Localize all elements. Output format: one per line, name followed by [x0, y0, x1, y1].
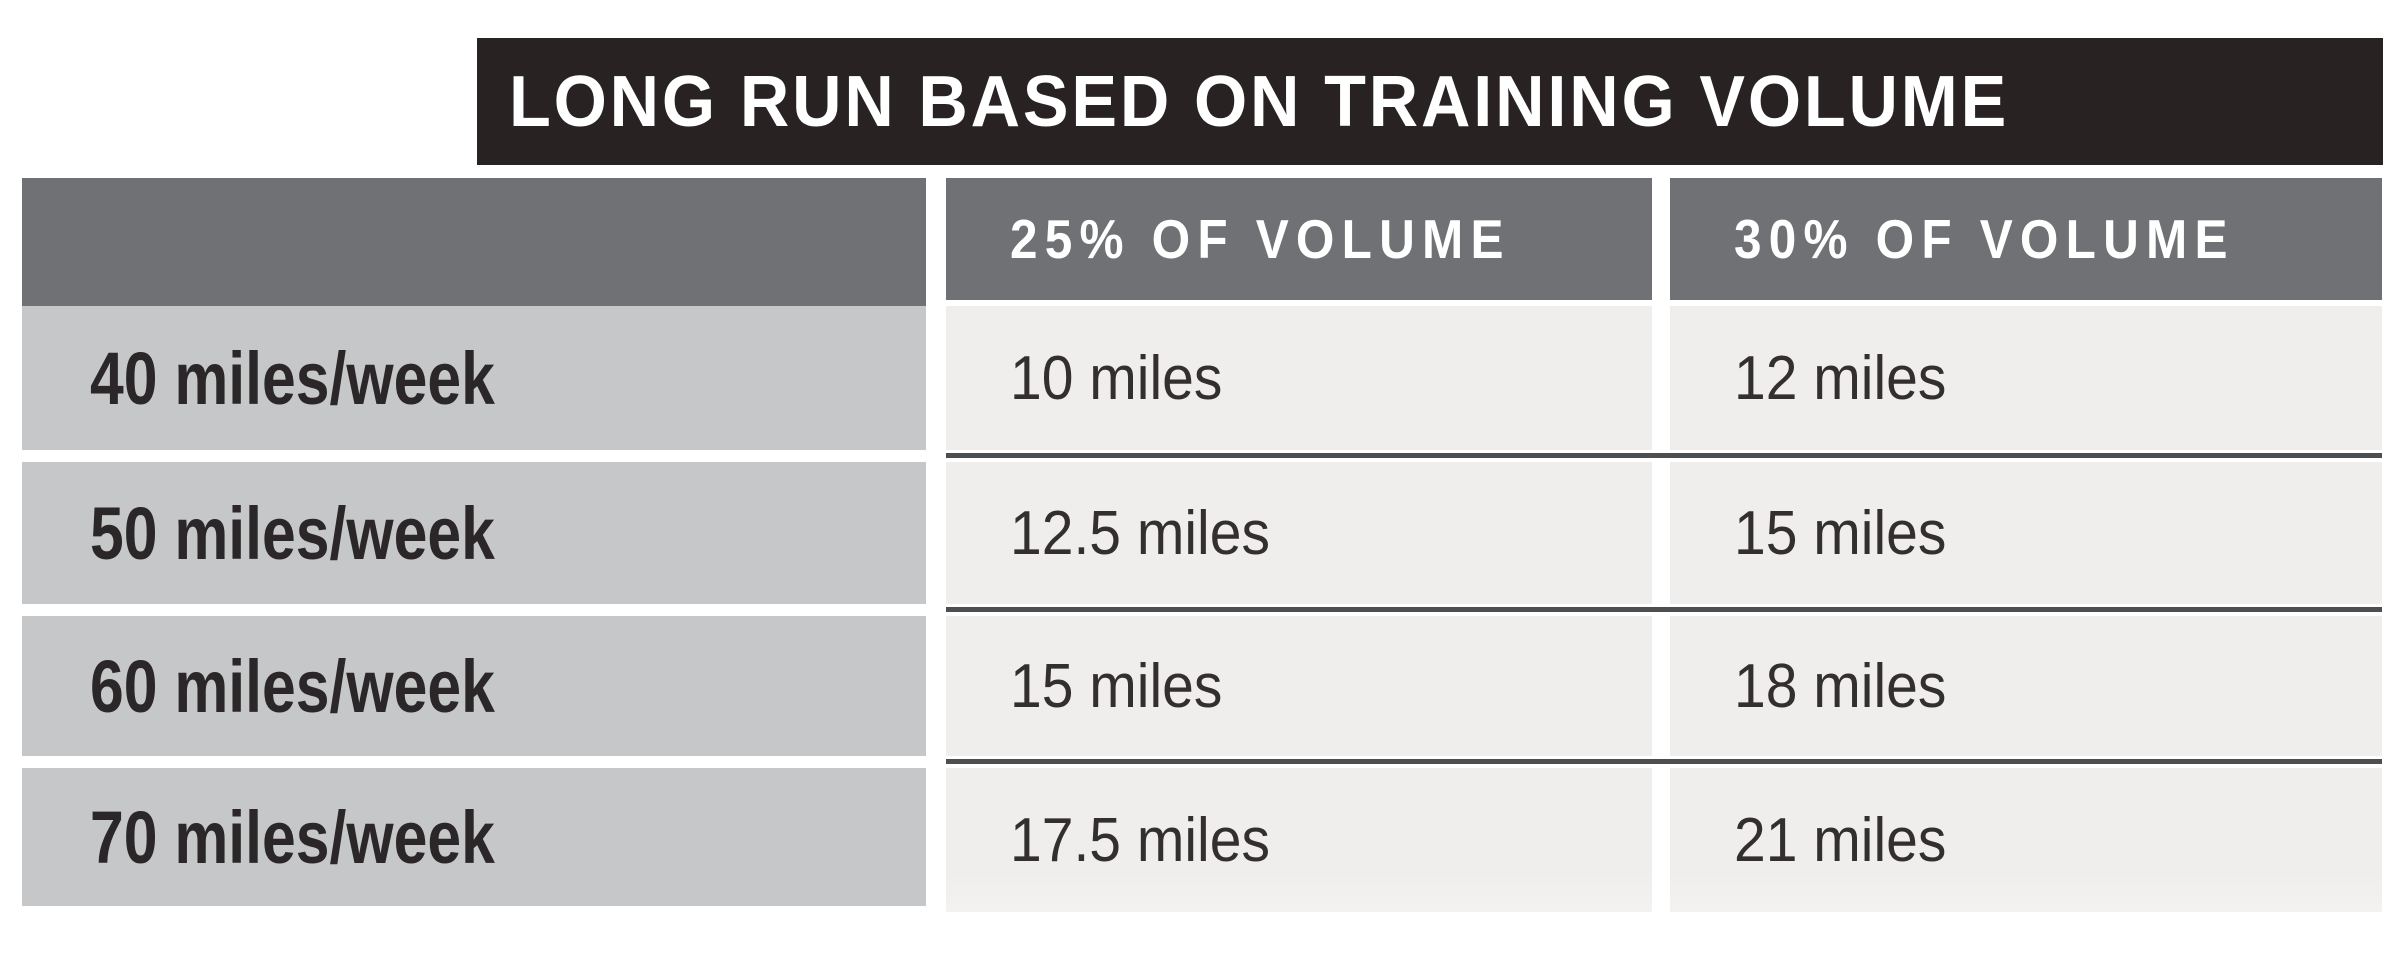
- row-label-text: 70 miles/week: [90, 795, 495, 879]
- row-label-70-miles-week: 70 miles/week: [22, 768, 926, 906]
- title-bar: LONG RUN BASED ON TRAINING VOLUME: [477, 38, 2383, 165]
- row-label-text: 50 miles/week: [90, 491, 495, 575]
- cell-60-30pct: 18 miles: [1670, 616, 2382, 756]
- column-header-label: 25% OF VOLUME: [1010, 208, 1511, 270]
- cell-70-30pct: 21 miles: [1670, 768, 2382, 912]
- cell-value: 21 miles: [1734, 805, 1947, 875]
- cell-value: 15 miles: [1010, 651, 1223, 721]
- cell-60-25pct: 15 miles: [946, 616, 1652, 756]
- row-separator-rule: [946, 453, 2382, 458]
- cell-value: 15 miles: [1734, 498, 1947, 568]
- corner-cell: [22, 178, 926, 306]
- cell-40-25pct: 10 miles: [946, 306, 1652, 450]
- cell-value: 10 miles: [1010, 343, 1223, 413]
- row-label-text: 60 miles/week: [90, 644, 495, 728]
- page-title: LONG RUN BASED ON TRAINING VOLUME: [509, 61, 2010, 142]
- cell-70-25pct: 17.5 miles: [946, 768, 1652, 912]
- column-header-30-percent: 30% OF VOLUME: [1670, 178, 2382, 300]
- cell-50-30pct: 15 miles: [1670, 462, 2382, 604]
- row-label-40-miles-week: 40 miles/week: [22, 306, 926, 450]
- cell-value: 17.5 miles: [1010, 805, 1270, 875]
- cell-50-25pct: 12.5 miles: [946, 462, 1652, 604]
- column-header-25-percent: 25% OF VOLUME: [946, 178, 1652, 300]
- column-header-label: 30% OF VOLUME: [1734, 208, 2235, 270]
- row-separator-rule: [946, 759, 2382, 764]
- cell-value: 12.5 miles: [1010, 498, 1270, 568]
- row-label-text: 40 miles/week: [90, 336, 495, 420]
- row-separator-rule: [946, 607, 2382, 612]
- cell-value: 18 miles: [1734, 651, 1947, 721]
- row-label-50-miles-week: 50 miles/week: [22, 462, 926, 604]
- cell-value: 12 miles: [1734, 343, 1947, 413]
- row-label-60-miles-week: 60 miles/week: [22, 616, 926, 756]
- cell-40-30pct: 12 miles: [1670, 306, 2382, 450]
